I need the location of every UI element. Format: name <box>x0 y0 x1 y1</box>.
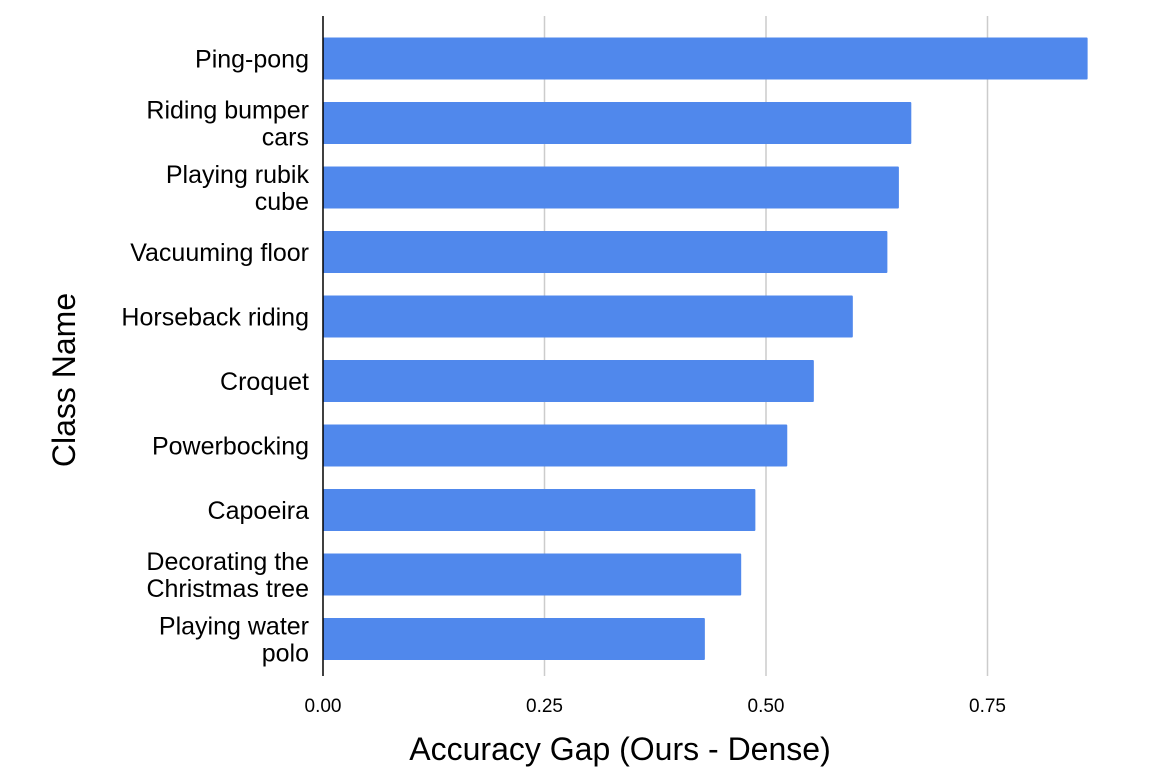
category-label: Vacuuming floor <box>130 239 309 267</box>
category-label: Playing rubik cube <box>166 161 310 216</box>
x-tick-label: 0.00 <box>305 696 342 717</box>
bar <box>323 424 788 467</box>
bar <box>323 37 1088 80</box>
category-labels: Ping-pong Riding bumper cars Playing rubik c… <box>121 46 309 668</box>
bar <box>323 231 888 273</box>
y-axis-title: Class Name <box>46 293 82 467</box>
category-label: Horseback riding <box>121 304 309 332</box>
bars <box>323 37 1088 660</box>
category-label: Riding bumper cars <box>146 97 309 152</box>
bar <box>323 553 742 596</box>
category-label: Capoeira <box>208 497 310 525</box>
bar <box>323 618 705 660</box>
x-tick-labels: 0.00 0.25 0.50 0.75 <box>305 696 1006 717</box>
bar <box>323 102 912 144</box>
bar <box>323 295 853 338</box>
bar <box>323 360 814 402</box>
category-label: Ping-pong <box>195 46 309 74</box>
x-tick-label: 0.50 <box>748 696 785 717</box>
bar <box>323 166 899 209</box>
x-axis-title: Accuracy Gap (Ours - Dense) <box>409 731 830 767</box>
category-label: Croquet <box>220 368 309 396</box>
bar <box>323 489 756 531</box>
category-label: Powerbocking <box>152 433 309 461</box>
category-label: Decorating the Christmas tree <box>146 548 309 603</box>
category-label: Playing water polo <box>159 613 309 668</box>
x-tick-label: 0.25 <box>526 696 563 717</box>
x-tick-label: 0.75 <box>969 696 1006 717</box>
